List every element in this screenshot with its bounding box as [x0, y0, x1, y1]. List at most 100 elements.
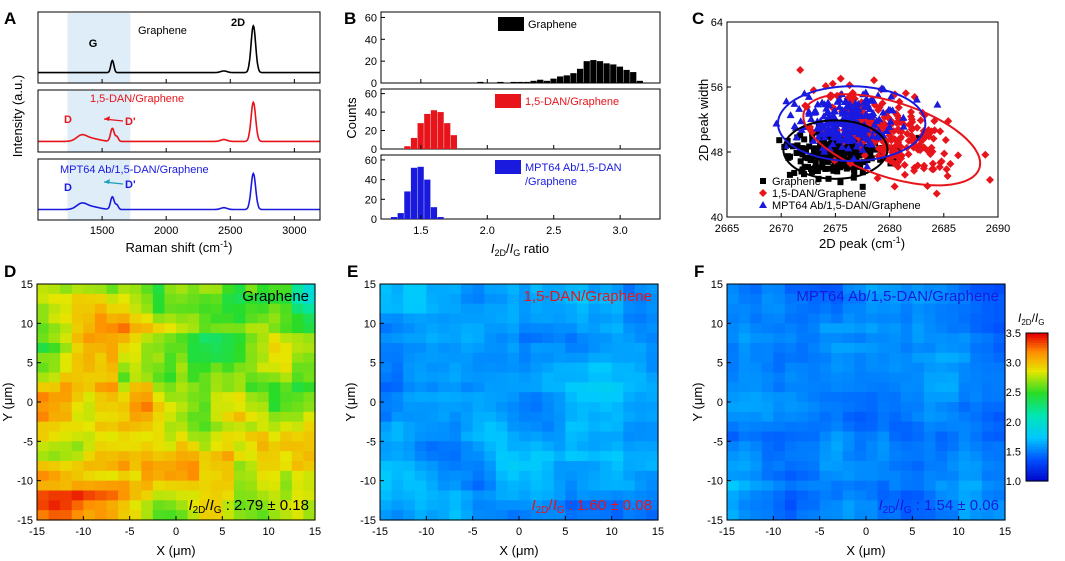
colorbar-segment	[1026, 414, 1048, 418]
cb-sub2: G	[1038, 318, 1044, 327]
heatmap-cell	[403, 421, 416, 433]
histogram-bar	[417, 166, 424, 219]
histogram-bar	[444, 123, 451, 149]
colorbar-segment	[1026, 451, 1048, 455]
heatmap-cell	[291, 392, 305, 403]
heatmap-cell	[900, 451, 913, 462]
heatmap-cell	[484, 343, 497, 354]
heatmap-cell	[414, 323, 427, 334]
heatmap-cell	[819, 431, 832, 442]
heatmap-cell	[472, 402, 485, 413]
heatmap-cell	[808, 392, 821, 403]
heatmap-cell	[245, 451, 258, 462]
heatmap-cell	[176, 382, 189, 393]
heatmap-cell	[530, 372, 543, 383]
heatmap-cell	[129, 392, 142, 403]
heatmap-cell	[176, 392, 189, 403]
heatmap-cell	[808, 461, 821, 472]
heatmap-cell	[83, 343, 96, 354]
heatmap-cell	[866, 421, 879, 433]
heatmap-cell	[576, 402, 590, 413]
heatmap-cell	[947, 293, 960, 305]
x-tick-label: 15	[652, 526, 664, 538]
heatmap-cell	[796, 392, 809, 403]
heatmap-cell	[118, 382, 131, 393]
heatmap-cell	[970, 461, 983, 472]
scatter-point	[929, 134, 938, 143]
heatmap-cell	[727, 510, 740, 521]
heatmap-cell	[403, 303, 416, 315]
heatmap-cell	[71, 313, 84, 324]
heatmap-cell	[48, 402, 61, 413]
heatmap-cell	[576, 293, 590, 305]
heatmap-cell	[761, 421, 774, 433]
heatmap-cell	[210, 362, 223, 374]
heatmap-cell	[472, 284, 485, 295]
panel-letter-f: F	[694, 262, 704, 281]
heatmap-cell	[48, 352, 61, 364]
y-tick-label: -10	[360, 476, 376, 488]
heatmap-cell	[176, 441, 189, 452]
heatmap-cell	[129, 313, 142, 324]
heatmap-cell	[48, 431, 61, 442]
heatmap-cell	[94, 480, 108, 492]
y-tick-label: 60	[365, 89, 377, 101]
scatter-point	[784, 141, 791, 148]
heatmap-cell	[60, 303, 73, 315]
value-sub2: G	[214, 505, 222, 516]
heatmap-cell	[222, 392, 235, 403]
heatmap-cell	[233, 510, 247, 521]
heatmap-cell	[588, 343, 601, 354]
heatmap-cell	[303, 451, 316, 462]
heatmap-cell	[727, 480, 740, 492]
heatmap-cell	[958, 441, 971, 452]
heatmap-cell	[303, 303, 316, 315]
heatmap-cell	[877, 431, 890, 442]
colorbar-segment	[1026, 431, 1048, 435]
heatmap-cell	[796, 402, 809, 413]
heatmap-cell	[727, 431, 740, 442]
heatmap-cell	[866, 293, 879, 305]
heatmap-cell	[634, 490, 648, 501]
heatmap-cell	[48, 480, 61, 492]
heatmap-cell	[187, 441, 200, 452]
heatmap-cell	[426, 451, 439, 462]
histogram-bar	[557, 76, 564, 83]
heatmap-cell	[808, 500, 821, 511]
heatmap-cell	[380, 362, 393, 374]
heatmap-cell	[530, 382, 543, 393]
heatmap-cell	[912, 392, 925, 403]
heatmap-cell	[461, 362, 474, 374]
scatter-point	[887, 92, 896, 100]
heatmap-cell	[233, 421, 247, 433]
colorbar-segment	[1026, 404, 1048, 408]
confidence-ellipse	[776, 85, 927, 162]
heatmap-cell	[437, 313, 451, 324]
heatmap-cell	[866, 284, 879, 295]
heatmap-cell	[403, 323, 416, 334]
peak-label-2d: 2D	[231, 17, 245, 29]
heatmap-cell	[981, 490, 995, 501]
heatmap-cell	[923, 470, 937, 482]
heatmap-cell	[784, 461, 798, 472]
heatmap-cell	[83, 490, 96, 501]
heatmap-cell	[623, 323, 636, 334]
heatmap-cell	[576, 461, 590, 472]
plot-frame	[380, 88, 661, 150]
scatter-point	[913, 161, 922, 170]
y-tick-label: -15	[707, 515, 723, 527]
heatmap-cell	[784, 470, 798, 482]
heatmap-cell	[750, 333, 763, 344]
heatmap-cell	[761, 490, 774, 501]
histogram-bar	[610, 64, 617, 83]
heatmap-cell	[414, 352, 427, 364]
heatmap-cell	[37, 323, 50, 334]
heatmap-cell	[233, 392, 247, 403]
heatmap-cell	[623, 480, 636, 492]
heatmap-cell	[380, 411, 393, 423]
heatmap-cell	[796, 303, 809, 315]
heatmap-cell	[141, 480, 154, 492]
heatmap-cell	[611, 441, 624, 452]
heatmap-cell	[981, 382, 995, 393]
